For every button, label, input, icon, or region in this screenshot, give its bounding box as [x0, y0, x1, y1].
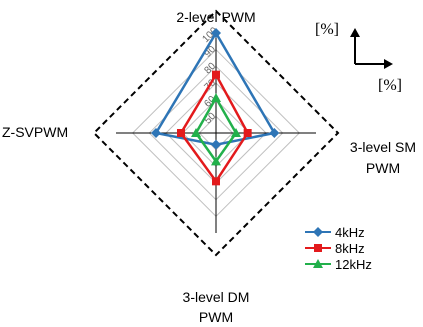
- series-point-4kHz: [211, 139, 221, 150]
- axis-label-right-line1: 3-level SM: [350, 139, 416, 155]
- outer-frame: [92, 9, 340, 257]
- legend-marker-12kHz: [313, 259, 323, 268]
- series-point-8kHz: [212, 177, 220, 186]
- series-point-8kHz: [177, 129, 185, 137]
- series-point-12kHz: [211, 93, 221, 102]
- grid: [92, 9, 340, 257]
- series-point-12kHz: [211, 156, 221, 166]
- axis-label-left: Z-SVPWM: [2, 124, 68, 140]
- unit-indicator: [%] [%]: [315, 21, 402, 94]
- axis-label-bottom-line2: PWM: [199, 309, 233, 325]
- unit-arrowhead-right: [384, 59, 393, 69]
- legend-label-4kHz: 4kHz: [335, 225, 365, 240]
- legend-label-12kHz: 12kHz: [335, 257, 372, 272]
- series-group: [151, 28, 280, 186]
- series-point-8kHz: [243, 129, 252, 137]
- series-point-12kHz: [231, 128, 241, 137]
- legend-marker-8kHz: [314, 244, 322, 252]
- series-point-4kHz: [211, 28, 221, 38]
- series-point-12kHz: [191, 128, 201, 137]
- legend-label-8kHz: 8kHz: [335, 241, 365, 256]
- series-point-4kHz: [151, 128, 161, 138]
- axis-label-right-line2: PWM: [366, 160, 400, 176]
- axis-label-top: 2-level PWM: [176, 9, 255, 25]
- series-point-8kHz: [212, 70, 220, 79]
- series-point-4kHz: [269, 128, 280, 138]
- unit-label-vertical: [%]: [315, 21, 339, 38]
- axis-label-bottom-line1: 3-level DM: [183, 289, 250, 305]
- unit-label-horizontal: [%]: [378, 77, 402, 94]
- unit-arrowhead-up: [350, 28, 360, 37]
- legend-marker-4kHz: [313, 227, 323, 237]
